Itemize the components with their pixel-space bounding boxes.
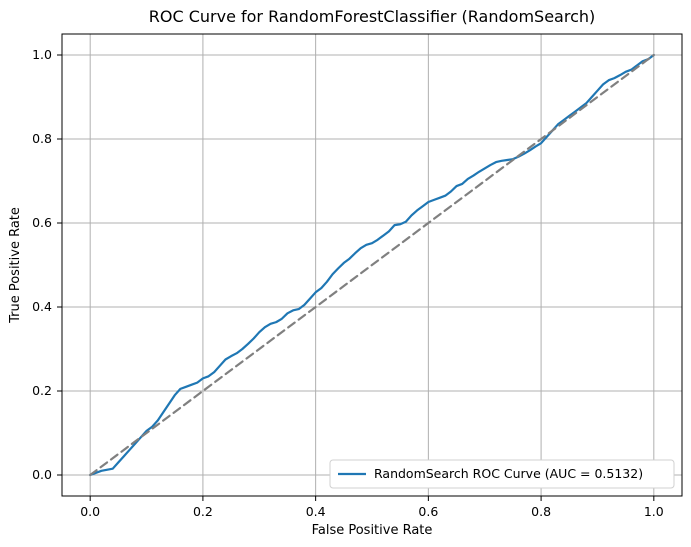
x-axis-label: False Positive Rate bbox=[312, 523, 433, 538]
y-tick-label: 0.2 bbox=[32, 383, 52, 398]
x-tick-label: 0.2 bbox=[193, 504, 213, 519]
chart-title: ROC Curve for RandomForestClassifier (Ra… bbox=[149, 7, 596, 26]
y-tick-label: 0.0 bbox=[32, 467, 52, 482]
legend-label: RandomSearch ROC Curve (AUC = 0.5132) bbox=[374, 466, 643, 481]
x-tick-label: 0.6 bbox=[418, 504, 438, 519]
reference-diagonal-series bbox=[89, 53, 655, 477]
plot-area: 0.0 0.2 0.4 0.6 0.8 1.0 0.0 0.2 0.4 0.6 0.8 1.0 Rand… bbox=[32, 33, 683, 519]
x-tick-label: 1.0 bbox=[644, 504, 664, 519]
x-tick-label: 0.8 bbox=[531, 504, 551, 519]
y-tick-label: 1.0 bbox=[32, 47, 52, 62]
y-tick-label: 0.8 bbox=[32, 131, 52, 146]
roc-curve-series bbox=[89, 53, 655, 477]
y-tick-label: 0.4 bbox=[32, 299, 52, 314]
y-axis-label: True Positive Rate bbox=[8, 207, 23, 324]
legend-box bbox=[329, 459, 675, 489]
plot-frame bbox=[61, 33, 683, 497]
x-tick-label: 0.0 bbox=[80, 504, 100, 519]
y-tick-label: 0.6 bbox=[32, 215, 52, 230]
x-tick-label: 0.4 bbox=[306, 504, 326, 519]
